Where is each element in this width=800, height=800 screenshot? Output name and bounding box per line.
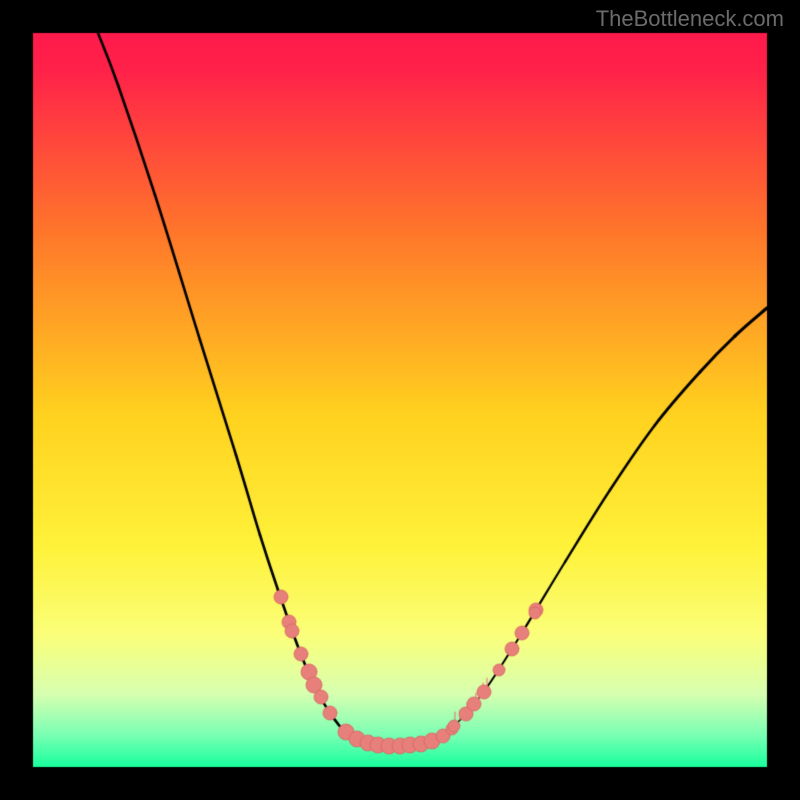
bottleneck-chart-canvas	[0, 0, 800, 800]
chart-container: TheBottleneck.com	[0, 0, 800, 800]
